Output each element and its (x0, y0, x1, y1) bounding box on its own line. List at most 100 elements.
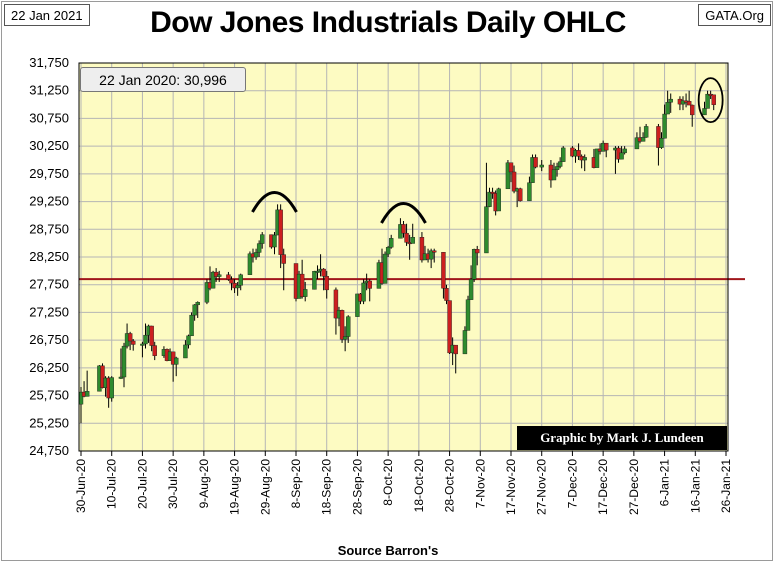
candle (121, 342, 127, 388)
x-tick-label: 6-Jan-21 (658, 459, 672, 507)
candle (272, 232, 277, 255)
candle-body (385, 247, 391, 255)
candle-body (315, 270, 320, 273)
candle (447, 300, 452, 354)
candle (189, 312, 194, 337)
candle-body (475, 249, 480, 254)
x-tick-label: 7-Nov-20 (473, 459, 487, 509)
candle-body (186, 335, 191, 346)
candle (702, 101, 707, 116)
candle (131, 339, 136, 351)
candle (100, 363, 105, 389)
candle (468, 265, 474, 300)
candle-body (346, 316, 351, 337)
x-tick-label: 9-Aug-20 (197, 459, 211, 509)
candle (490, 187, 495, 199)
latest-close-callout: 22 Jan 2020: 30,996 (80, 67, 246, 92)
credit-label: Graphic by Mark J. Lundeen (517, 426, 727, 450)
x-tick-label: 29-Aug-20 (258, 459, 272, 515)
candle (634, 132, 640, 150)
candle-body (109, 377, 114, 399)
x-tick-label: 26-Jan-21 (719, 459, 733, 513)
candle (518, 187, 523, 202)
x-tick-label: 28-Sep-20 (350, 459, 364, 515)
candle-body (118, 376, 124, 379)
annotations (251, 77, 724, 224)
candle (662, 104, 667, 139)
candle (210, 270, 216, 289)
candle-body (554, 166, 560, 170)
y-tick-label: 24,750 (29, 443, 69, 458)
candle-body (484, 206, 489, 254)
candle (471, 248, 477, 282)
candle (127, 331, 133, 351)
candle (152, 341, 157, 361)
candle (604, 142, 609, 158)
candle-body (127, 333, 133, 342)
candle (324, 270, 329, 299)
candle-body (582, 157, 587, 161)
candle-body (557, 161, 563, 167)
candle-body (441, 252, 446, 289)
candle (321, 268, 326, 291)
candle-body (428, 250, 434, 260)
candle (382, 251, 388, 284)
y-tick-label: 29,750 (29, 166, 69, 181)
candle (385, 245, 391, 257)
candle-body (333, 289, 339, 319)
date-tag: 22 Jan 2021 (4, 4, 90, 26)
candle (622, 146, 627, 155)
candle-body (100, 365, 105, 389)
candle-body (143, 334, 148, 345)
candle (84, 370, 90, 397)
candle-body (204, 282, 210, 303)
candle-body (576, 150, 581, 157)
candle (582, 154, 587, 172)
candle-body (619, 152, 624, 160)
candle (361, 279, 366, 305)
y-axis: 24,750 25,250 25,750 26,250 26,750 27,250 27,7… (29, 55, 69, 458)
candle-body (382, 253, 388, 284)
candle-body (121, 345, 127, 378)
candle-body (447, 300, 452, 354)
y-tick-label: 31,750 (29, 55, 69, 70)
y-tick-label: 25,750 (29, 388, 69, 403)
candle-body (551, 169, 557, 181)
x-tick-label: 17-Nov-20 (504, 459, 518, 515)
candle (281, 248, 286, 291)
candle (339, 309, 345, 343)
candle (594, 148, 600, 168)
x-tick-label: 27-Nov-20 (535, 459, 549, 515)
x-tick-label: 10-Jul-20 (105, 459, 119, 509)
candle (299, 259, 305, 299)
candle (213, 268, 219, 282)
candle-body (432, 250, 437, 253)
candle (333, 287, 339, 335)
x-tick-label: 30-Jul-20 (166, 459, 180, 509)
candle-body (702, 108, 707, 116)
candle (656, 123, 661, 166)
candle-body (410, 237, 415, 244)
candle-body (487, 191, 492, 207)
candle (226, 271, 231, 281)
candle-body (217, 274, 222, 277)
candle (389, 234, 394, 249)
candle (551, 162, 557, 181)
peak-arc (380, 202, 427, 224)
candle-body (389, 238, 394, 248)
candle-body (530, 157, 535, 183)
candle (496, 187, 501, 212)
candle (140, 341, 145, 358)
candle-body (253, 252, 259, 258)
candles (78, 90, 716, 424)
candle (260, 232, 265, 249)
candle-body (505, 162, 511, 190)
candle-body (355, 293, 360, 317)
candle-body (361, 282, 366, 302)
candle (441, 252, 446, 299)
candle (256, 240, 262, 257)
x-axis-label: Source Barron's (337, 543, 439, 558)
peak-arc (251, 191, 298, 213)
candle (576, 143, 581, 160)
